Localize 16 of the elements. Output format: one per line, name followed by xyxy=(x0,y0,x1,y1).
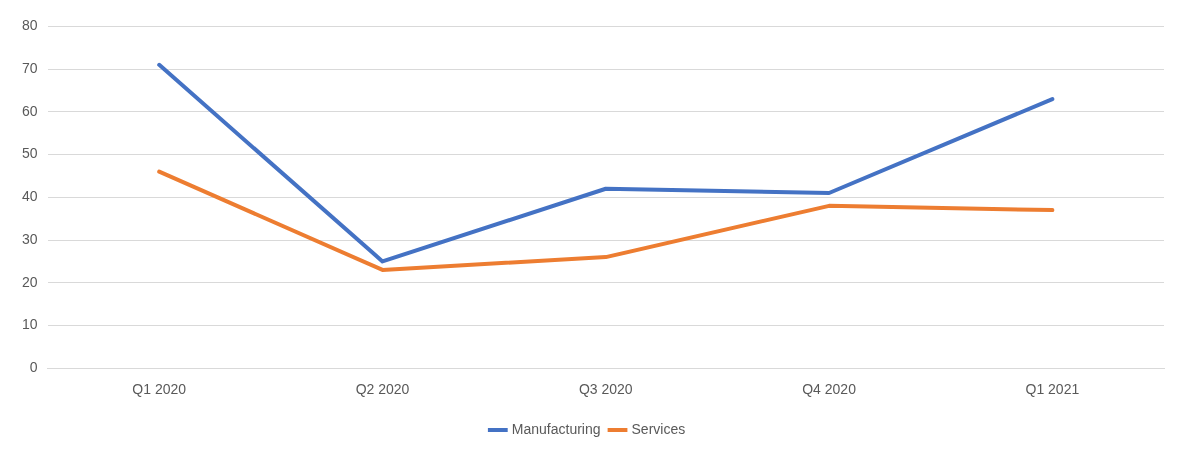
x-tick-label: Q3 2020 xyxy=(578,381,633,398)
y-tick-label: 50 xyxy=(21,145,38,162)
x-tick-label: Q1 2020 xyxy=(132,381,187,398)
x-tick-label: Q4 2020 xyxy=(802,381,857,398)
y-tick-label: 30 xyxy=(21,230,38,247)
legend-label: Manufacturing xyxy=(511,420,601,437)
y-tick-label: 70 xyxy=(21,59,38,76)
y-tick-label: 40 xyxy=(21,188,38,205)
y-tick-label: 80 xyxy=(21,17,38,34)
x-tick-label: Q1 2021 xyxy=(1025,381,1080,398)
y-tick-label: 10 xyxy=(21,316,38,333)
legend-label: Services xyxy=(631,420,686,437)
x-tick-label: Q2 2020 xyxy=(355,381,410,398)
y-tick-label: 0 xyxy=(29,359,38,376)
y-tick-label: 60 xyxy=(21,102,38,119)
y-tick-label: 20 xyxy=(21,273,38,290)
